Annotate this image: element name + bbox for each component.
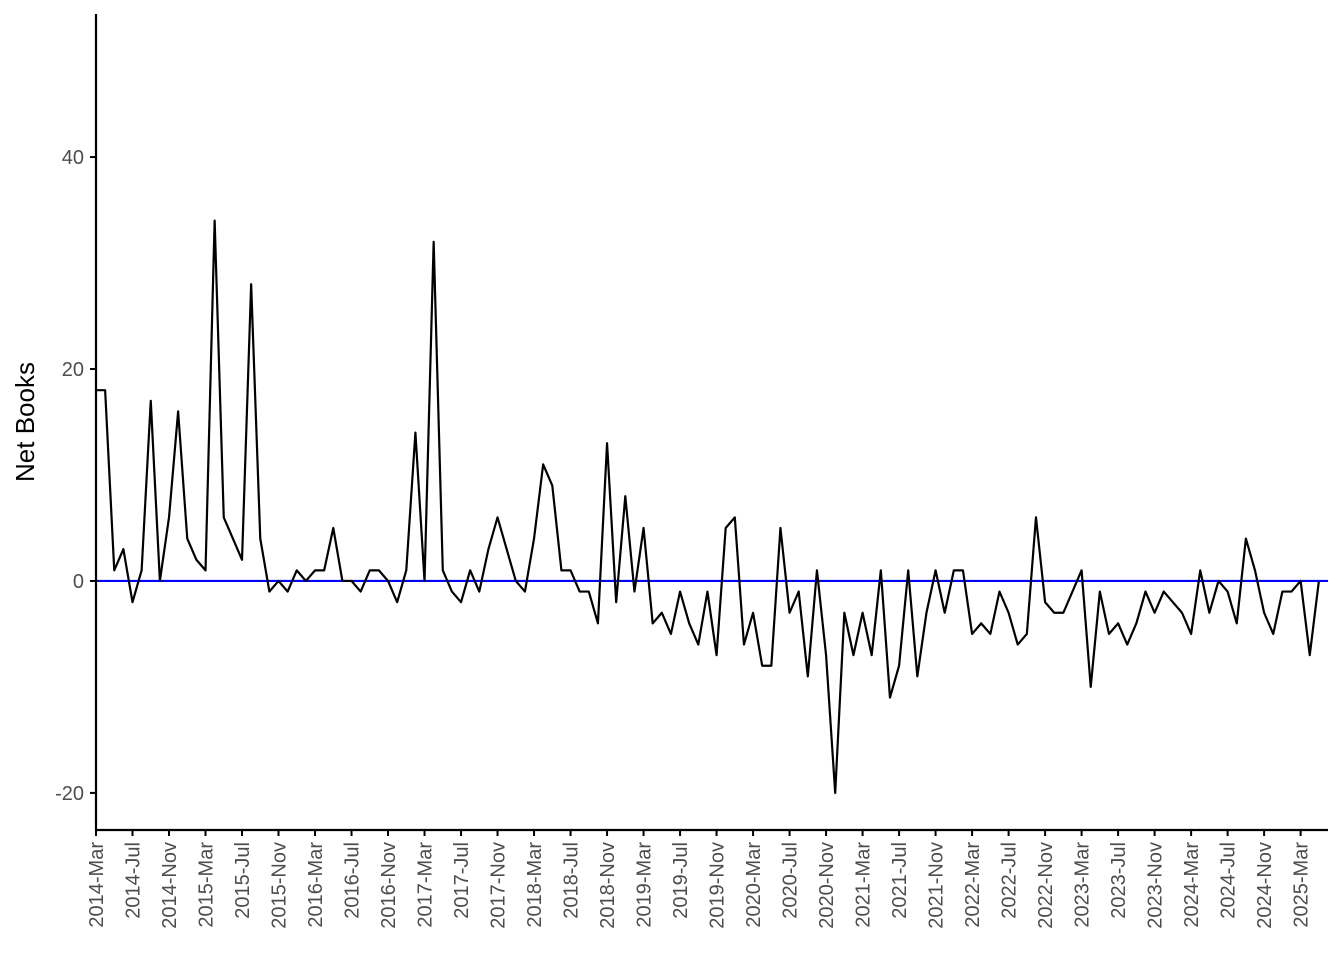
x-tick-label: 2022-Mar: [962, 842, 984, 928]
x-tick-label: 2023-Mar: [1072, 842, 1094, 928]
x-tick-label: 2016-Jul: [342, 842, 364, 919]
x-tick-label: 2019-Mar: [634, 842, 656, 928]
x-tick-label: 2014-Nov: [159, 842, 181, 929]
x-tick-label: 2021-Mar: [853, 842, 875, 928]
x-tick-label: 2020-Nov: [816, 842, 838, 929]
x-tick-label: 2017-Mar: [415, 842, 437, 928]
x-tick-label: 2017-Jul: [451, 842, 473, 919]
x-tick-label: 2020-Jul: [780, 842, 802, 919]
x-tick-label: 2025-Mar: [1291, 842, 1313, 928]
x-tick-label: 2017-Nov: [488, 842, 510, 929]
series-line-0: [96, 219, 1320, 795]
ticks-layer: -20 0 20 40 2014-Mar 2014-Jul 2014-Nov 2015-Mar…: [55, 147, 1313, 929]
x-tick-label: 2015-Mar: [196, 842, 218, 928]
x-tick-label: 2024-Jul: [1218, 842, 1240, 919]
x-tick-label: 2024-Mar: [1181, 842, 1203, 928]
x-tick-label: 2014-Jul: [123, 842, 145, 919]
x-tick-label: 2015-Nov: [269, 842, 291, 929]
x-tick-label: 2022-Jul: [999, 842, 1021, 919]
y-axis-title: Net Books: [10, 362, 40, 482]
x-tick-label: 2023-Jul: [1108, 842, 1130, 919]
x-tick-label: 2023-Nov: [1145, 842, 1167, 929]
x-tick-label: 2018-Nov: [597, 842, 619, 929]
x-tick-label: 2024-Nov: [1254, 842, 1276, 929]
x-tick-label: 2014-Mar: [86, 842, 108, 928]
y-tick-label: -20: [55, 783, 84, 805]
y-tick-label: 40: [62, 147, 84, 169]
y-tick-label: 20: [62, 359, 84, 381]
x-tick-label: 2022-Nov: [1035, 842, 1057, 929]
y-tick-label: 0: [73, 571, 84, 593]
series-layer: [96, 219, 1320, 795]
x-tick-label: 2016-Mar: [305, 842, 327, 928]
x-tick-label: 2020-Mar: [743, 842, 765, 928]
axes-layer: [94, 14, 1328, 832]
x-tick-label: 2018-Jul: [561, 842, 583, 919]
x-tick-label: 2019-Nov: [707, 842, 729, 929]
x-tick-label: 2019-Jul: [670, 842, 692, 919]
x-tick-label: 2021-Nov: [926, 842, 948, 929]
x-tick-label: 2021-Jul: [889, 842, 911, 919]
x-tick-label: 2015-Jul: [232, 842, 254, 919]
x-tick-label: 2018-Mar: [524, 842, 546, 928]
x-tick-label: 2016-Nov: [378, 842, 400, 929]
